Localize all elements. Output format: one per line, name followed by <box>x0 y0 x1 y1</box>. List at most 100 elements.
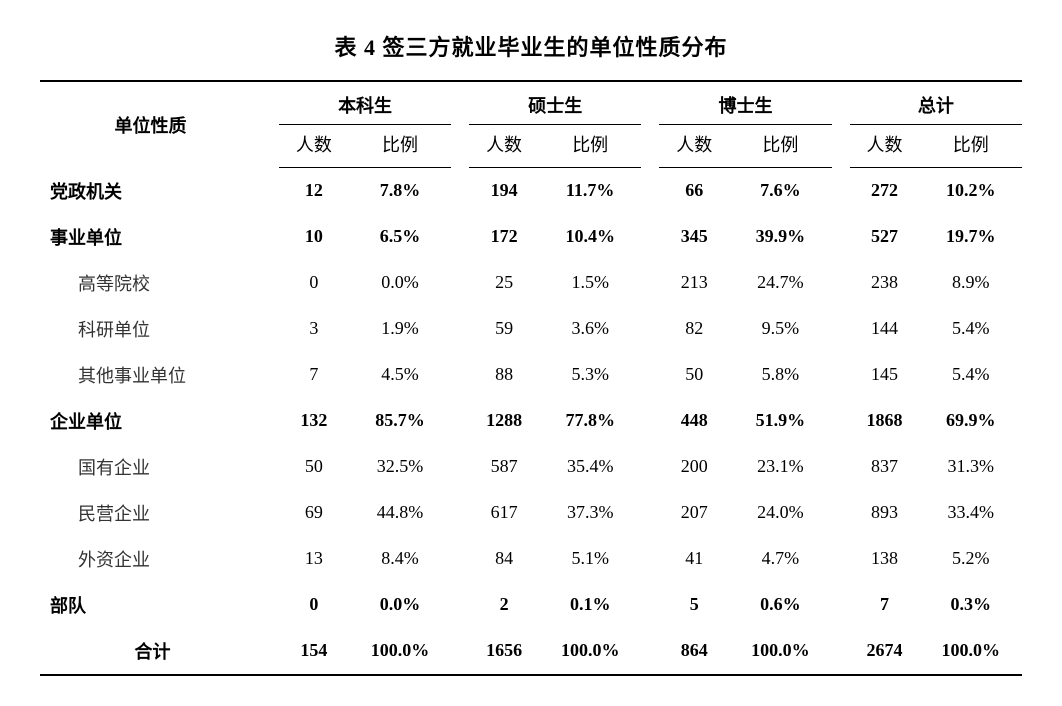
row-label: 事业单位 <box>40 214 261 260</box>
cell-count: 1868 <box>850 398 920 444</box>
cell-ratio: 8.9% <box>919 260 1022 306</box>
header-sub-ratio: 比例 <box>729 125 831 168</box>
cell-count: 84 <box>469 536 539 582</box>
spacer <box>261 536 279 582</box>
cell-count: 66 <box>659 168 729 214</box>
spacer <box>451 260 469 306</box>
cell-count: 837 <box>850 444 920 490</box>
header-sub-count: 人数 <box>279 125 349 168</box>
cell-count: 138 <box>850 536 920 582</box>
spacer <box>832 536 850 582</box>
spacer <box>261 168 279 214</box>
cell-ratio: 7.8% <box>349 168 451 214</box>
spacer <box>832 352 850 398</box>
spacer <box>832 398 850 444</box>
header-group-0: 本科生 <box>279 81 451 125</box>
cell-ratio: 5.1% <box>539 536 641 582</box>
cell-count: 172 <box>469 214 539 260</box>
spacer <box>832 214 850 260</box>
cell-ratio: 77.8% <box>539 398 641 444</box>
header-group-2: 博士生 <box>659 81 831 125</box>
cell-count: 207 <box>659 490 729 536</box>
cell-count: 7 <box>279 352 349 398</box>
spacer <box>832 260 850 306</box>
row-label-total: 合计 <box>40 628 261 675</box>
cell-count: 1656 <box>469 628 539 675</box>
cell-count: 0 <box>279 582 349 628</box>
cell-ratio: 0.3% <box>919 582 1022 628</box>
cell-count: 13 <box>279 536 349 582</box>
cell-ratio: 32.5% <box>349 444 451 490</box>
cell-count: 200 <box>659 444 729 490</box>
spacer <box>261 81 279 168</box>
spacer <box>451 398 469 444</box>
spacer <box>261 444 279 490</box>
spacer <box>832 490 850 536</box>
spacer <box>641 444 659 490</box>
cell-count: 144 <box>850 306 920 352</box>
cell-ratio: 85.7% <box>349 398 451 444</box>
cell-count: 864 <box>659 628 729 675</box>
header-group-1: 硕士生 <box>469 81 641 125</box>
cell-ratio: 8.4% <box>349 536 451 582</box>
cell-count: 88 <box>469 352 539 398</box>
cell-ratio: 10.2% <box>919 168 1022 214</box>
cell-count: 2 <box>469 582 539 628</box>
spacer <box>641 260 659 306</box>
spacer <box>261 260 279 306</box>
cell-ratio: 100.0% <box>349 628 451 675</box>
cell-count: 132 <box>279 398 349 444</box>
spacer <box>832 81 850 168</box>
spacer <box>261 352 279 398</box>
spacer <box>451 81 469 168</box>
cell-count: 12 <box>279 168 349 214</box>
cell-count: 82 <box>659 306 729 352</box>
spacer <box>832 628 850 675</box>
cell-count: 893 <box>850 490 920 536</box>
cell-count: 1288 <box>469 398 539 444</box>
cell-count: 617 <box>469 490 539 536</box>
header-sub-count: 人数 <box>469 125 539 168</box>
cell-ratio: 69.9% <box>919 398 1022 444</box>
header-group-3: 总计 <box>850 81 1022 125</box>
cell-ratio: 11.7% <box>539 168 641 214</box>
spacer <box>641 398 659 444</box>
spacer <box>641 490 659 536</box>
spacer <box>451 306 469 352</box>
header-sub-count: 人数 <box>850 125 920 168</box>
spacer <box>641 628 659 675</box>
header-sub-ratio: 比例 <box>349 125 451 168</box>
cell-ratio: 0.6% <box>729 582 831 628</box>
cell-ratio: 4.5% <box>349 352 451 398</box>
spacer <box>261 628 279 675</box>
cell-ratio: 39.9% <box>729 214 831 260</box>
cell-ratio: 100.0% <box>919 628 1022 675</box>
cell-count: 448 <box>659 398 729 444</box>
spacer <box>261 582 279 628</box>
header-sub-ratio: 比例 <box>539 125 641 168</box>
spacer <box>261 490 279 536</box>
cell-count: 2674 <box>850 628 920 675</box>
spacer <box>832 444 850 490</box>
cell-ratio: 5.8% <box>729 352 831 398</box>
spacer <box>261 306 279 352</box>
cell-ratio: 5.4% <box>919 306 1022 352</box>
row-label: 国有企业 <box>40 444 261 490</box>
cell-count: 0 <box>279 260 349 306</box>
spacer <box>641 81 659 168</box>
cell-count: 527 <box>850 214 920 260</box>
cell-ratio: 100.0% <box>539 628 641 675</box>
cell-ratio: 4.7% <box>729 536 831 582</box>
row-label: 科研单位 <box>40 306 261 352</box>
cell-ratio: 1.9% <box>349 306 451 352</box>
distribution-table: 单位性质 本科生 硕士生 博士生 总计 人数 比例 人数 比例 人数 比例 人数… <box>40 80 1022 676</box>
spacer <box>641 536 659 582</box>
spacer <box>832 582 850 628</box>
cell-ratio: 51.9% <box>729 398 831 444</box>
spacer <box>832 168 850 214</box>
cell-count: 41 <box>659 536 729 582</box>
cell-ratio: 0.0% <box>349 260 451 306</box>
row-label: 民营企业 <box>40 490 261 536</box>
header-sub-count: 人数 <box>659 125 729 168</box>
spacer <box>451 352 469 398</box>
